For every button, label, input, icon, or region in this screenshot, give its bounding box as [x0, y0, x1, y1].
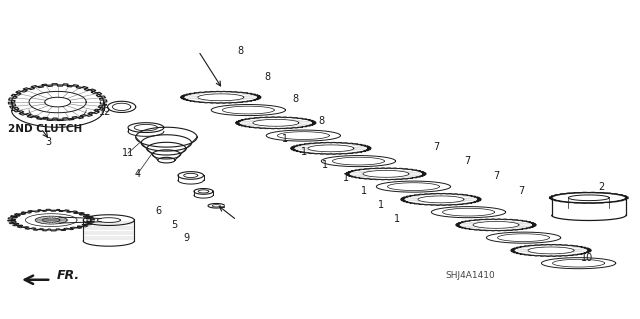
Text: 10: 10 [581, 253, 594, 263]
Text: 7: 7 [493, 171, 499, 181]
Text: 8: 8 [237, 46, 243, 56]
Polygon shape [136, 127, 197, 147]
Text: 2: 2 [598, 182, 605, 192]
Polygon shape [108, 101, 136, 113]
Polygon shape [12, 210, 91, 230]
Polygon shape [83, 215, 134, 226]
Polygon shape [208, 204, 224, 208]
Text: 2ND CLUTCH: 2ND CLUTCH [8, 124, 82, 134]
Text: 1: 1 [342, 173, 349, 183]
Polygon shape [541, 258, 616, 269]
Text: 8: 8 [319, 116, 325, 126]
Text: 5: 5 [171, 220, 177, 230]
Polygon shape [321, 156, 396, 167]
Polygon shape [8, 209, 95, 231]
Polygon shape [349, 168, 423, 179]
Text: 7: 7 [433, 142, 440, 152]
Polygon shape [404, 194, 478, 205]
Polygon shape [294, 143, 368, 154]
Polygon shape [178, 172, 204, 179]
Text: 1: 1 [301, 146, 307, 157]
Text: 1: 1 [282, 134, 288, 144]
Text: 1: 1 [360, 186, 367, 197]
Polygon shape [128, 123, 164, 132]
Text: SHJ4A1410: SHJ4A1410 [445, 271, 495, 280]
Text: 1: 1 [378, 200, 384, 210]
Text: FR.: FR. [56, 269, 79, 282]
Polygon shape [141, 135, 191, 151]
Text: 6: 6 [156, 205, 162, 216]
Text: 8: 8 [292, 94, 299, 104]
Text: 1: 1 [394, 213, 400, 224]
Polygon shape [431, 207, 506, 218]
Polygon shape [376, 181, 451, 192]
Text: 7: 7 [518, 186, 525, 197]
Polygon shape [486, 232, 561, 243]
Polygon shape [12, 85, 104, 119]
Polygon shape [266, 130, 340, 141]
Text: 11: 11 [122, 148, 134, 158]
Polygon shape [158, 157, 175, 163]
Polygon shape [459, 219, 533, 230]
Text: 3: 3 [45, 137, 51, 147]
Text: 8: 8 [264, 71, 271, 82]
Text: 1: 1 [322, 160, 328, 170]
Polygon shape [29, 92, 86, 113]
Polygon shape [147, 142, 186, 155]
Polygon shape [211, 105, 285, 115]
Polygon shape [152, 150, 180, 159]
Text: 9: 9 [184, 233, 190, 243]
Text: 12: 12 [99, 107, 112, 117]
Text: 4: 4 [134, 169, 141, 179]
Polygon shape [8, 84, 107, 121]
Text: 7: 7 [464, 156, 470, 166]
Polygon shape [194, 189, 213, 194]
Polygon shape [514, 245, 588, 256]
Polygon shape [239, 117, 313, 128]
Polygon shape [184, 92, 258, 103]
Polygon shape [552, 193, 626, 203]
